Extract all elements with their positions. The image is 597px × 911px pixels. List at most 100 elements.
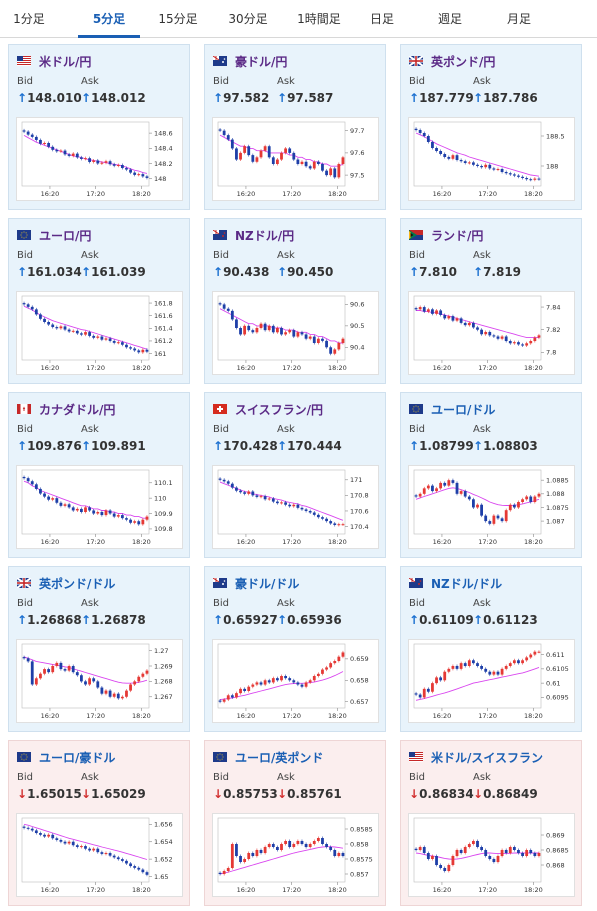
- bid-value: ↓0.86834: [409, 787, 474, 801]
- ask-value: ↑90.450: [277, 265, 333, 279]
- candle-body: [100, 512, 104, 516]
- ask-label: Ask: [277, 424, 295, 435]
- candle-body: [235, 487, 238, 491]
- candle-body: [316, 161, 320, 164]
- candle-body: [51, 834, 55, 839]
- candle-body: [325, 518, 328, 522]
- tab-1[interactable]: 1分足: [13, 12, 45, 26]
- price-chart[interactable]: 0.8585 0.858 0.8575 0.857 16:20 17:20 18:20: [212, 813, 379, 897]
- candle-body: [141, 174, 145, 177]
- price-chart[interactable]: 188.5 188 16:20 17:20 18:20: [408, 117, 575, 201]
- candle-body: [230, 483, 234, 488]
- candle-body: [104, 510, 108, 516]
- pair-title-link[interactable]: ユーロ/豪ドル: [17, 749, 115, 765]
- tab-7[interactable]: 週足: [437, 12, 462, 26]
- pair-title-link[interactable]: ユーロ/英ポンド: [213, 749, 323, 765]
- candle-body: [533, 853, 537, 856]
- candle-body: [321, 669, 324, 674]
- pair-title-link[interactable]: 豪ドル/円: [213, 53, 287, 69]
- bid-value: ↑90.438: [213, 265, 269, 279]
- y-tick-label: 0.61: [546, 679, 560, 687]
- price-chart[interactable]: 0.611 0.6105 0.61 0.6095 16:20 17:20 18:20: [408, 639, 575, 723]
- tab-2[interactable]: 5分足: [78, 0, 140, 38]
- price-chart[interactable]: 0.869 0.8685 0.868 16:20 17:20 18:20: [408, 813, 575, 897]
- pair-title-link[interactable]: 米ドル/円: [17, 53, 91, 69]
- price-chart[interactable]: 1.27 1.269 1.268 1.267 16:20 17:20 18:20: [16, 639, 183, 723]
- candle-body: [431, 856, 434, 859]
- price-chart[interactable]: 161.8 161.6 161.4 161.2 161 16:20 17:20 18:20: [16, 291, 183, 375]
- bid-value-number: 7.810: [419, 265, 458, 279]
- price-chart[interactable]: 1.656 1.654 1.652 1.65 16:20 17:20 18:20: [16, 813, 183, 897]
- pair-title-link[interactable]: NZドル/円: [213, 227, 294, 243]
- price-chart[interactable]: 110.1 110 109.9 109.8 16:20 17:20 18:20: [16, 465, 183, 549]
- candle-body: [47, 669, 51, 673]
- up-arrow-icon: ↑: [81, 613, 92, 627]
- candle-body: [288, 148, 292, 153]
- candle-body: [500, 169, 504, 172]
- price-chart[interactable]: 1.0885 1.088 1.0875 1.087 16:20 17:20 18:20: [408, 465, 575, 549]
- chart-frame: [21, 817, 150, 883]
- x-tick-label: 18:20: [328, 538, 347, 546]
- candle-body: [418, 694, 422, 698]
- candle-body: [496, 515, 500, 519]
- candle-body: [112, 693, 116, 697]
- y-tick-label: 0.8685: [546, 846, 569, 854]
- pair-title-link[interactable]: NZドル/ドル: [409, 575, 502, 591]
- pair-title-link[interactable]: ユーロ/ドル: [409, 401, 495, 417]
- pair-title-link[interactable]: カナダドル/円: [17, 401, 115, 417]
- candle-body: [459, 850, 463, 853]
- candle-body: [484, 331, 488, 335]
- candle-body: [116, 515, 120, 517]
- y-tick-label: 90.5: [350, 322, 364, 330]
- tab-3[interactable]: 15分足: [158, 12, 198, 26]
- x-tick-label: 18:20: [132, 886, 151, 894]
- candle-body: [84, 332, 87, 335]
- candle-body: [296, 841, 300, 844]
- candle-body: [120, 696, 124, 699]
- tab-8[interactable]: 月足: [506, 12, 531, 26]
- candle-body: [280, 502, 283, 504]
- x-tick-label: 18:20: [328, 886, 347, 894]
- candle-body: [426, 309, 430, 312]
- candle-body: [34, 309, 38, 315]
- price-chart[interactable]: 97.7 97.6 97.5 16:20 17:20 18:20: [212, 117, 379, 201]
- chart-frame: [21, 643, 150, 709]
- pair-title-link[interactable]: スイスフラン/円: [213, 401, 323, 417]
- candle-body: [243, 325, 247, 335]
- pair-title-link[interactable]: 米ドル/スイスフラン: [409, 749, 543, 765]
- candle-body: [271, 678, 275, 683]
- candle-body: [34, 484, 38, 489]
- candle-body: [263, 847, 267, 853]
- candle-body: [480, 166, 483, 168]
- up-arrow-icon: ↑: [213, 613, 224, 627]
- x-tick-label: 17:20: [282, 886, 301, 894]
- pair-title-link[interactable]: 豪ドル/ドル: [213, 575, 299, 591]
- candlestick-chart: 148.6 148.4 148.2 148 16:20 17:20 18:20: [21, 121, 173, 198]
- candlestick-chart: 90.6 90.5 90.4 16:20 17:20 18:20: [217, 295, 364, 372]
- pair-title-link[interactable]: ユーロ/円: [17, 227, 91, 243]
- pair-title-link[interactable]: ランド/円: [409, 227, 483, 243]
- timeframe-tabs: 1分足 5分足 15分足 30分足 1時間足 日足 週足 月足: [0, 0, 597, 38]
- candle-body: [337, 524, 341, 526]
- candle-body: [455, 850, 459, 856]
- pair-title-link[interactable]: 英ポンド/円: [409, 53, 495, 69]
- candle-body: [96, 681, 100, 688]
- bid-value-number: 90.438: [223, 265, 270, 279]
- candle-body: [141, 673, 145, 677]
- candle-body: [280, 152, 283, 160]
- candle-body: [312, 676, 316, 681]
- tab-6[interactable]: 日足: [369, 12, 394, 26]
- x-tick-label: 17:20: [478, 364, 497, 372]
- candlestick-chart: 0.869 0.8685 0.868 16:20 17:20 18:20: [413, 817, 569, 894]
- price-chart[interactable]: 7.84 7.82 7.8 16:20 17:20 18:20: [408, 291, 575, 375]
- price-chart[interactable]: 148.6 148.4 148.2 148 16:20 17:20 18:20: [16, 117, 183, 201]
- price-chart[interactable]: 90.6 90.5 90.4 16:20 17:20 18:20: [212, 291, 379, 375]
- tab-5[interactable]: 1時間足: [297, 12, 341, 26]
- country-flag-icon: [17, 230, 31, 240]
- up-arrow-icon: ↑: [409, 439, 420, 453]
- price-chart[interactable]: 0.659 0.658 0.657 16:20 17:20 18:20: [212, 639, 379, 723]
- ask-value: ↑0.65936: [277, 613, 342, 627]
- price-chart[interactable]: 171 170.8 170.6 170.4 16:20 17:20 18:20: [212, 465, 379, 549]
- tab-4[interactable]: 30分足: [228, 12, 268, 26]
- pair-title-link[interactable]: 英ポンド/ドル: [17, 575, 115, 591]
